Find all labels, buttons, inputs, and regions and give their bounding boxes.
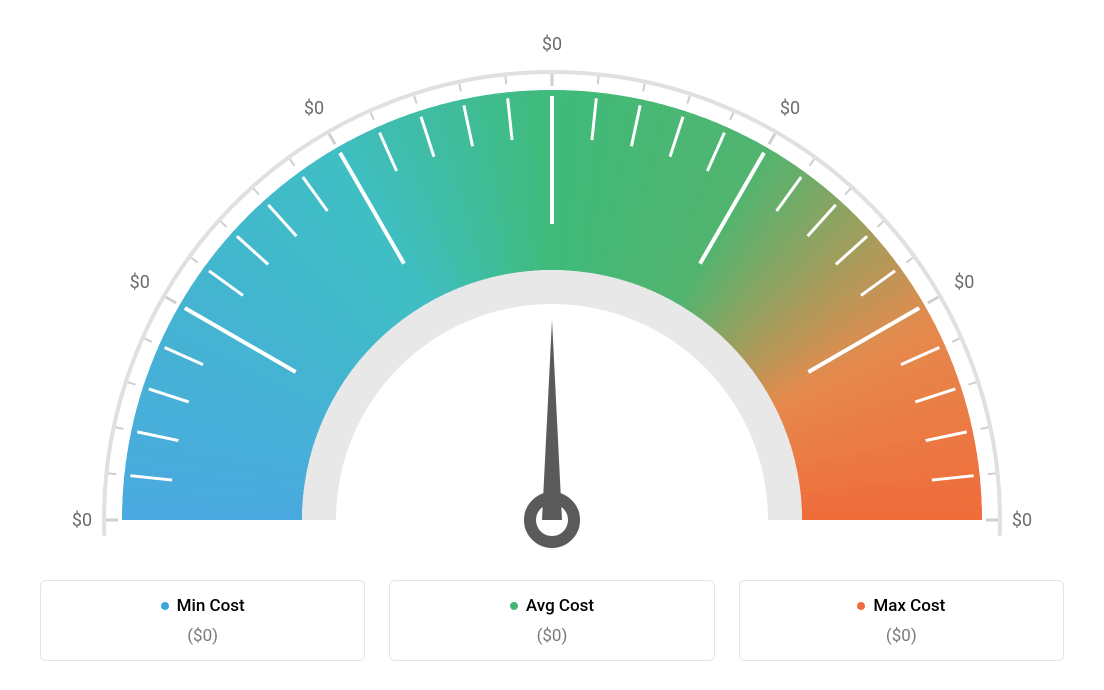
svg-text:$0: $0 [542, 34, 562, 55]
legend-card-max: Max Cost ($0) [739, 580, 1064, 661]
legend-label-avg: Avg Cost [526, 596, 594, 616]
legend-dot-avg [510, 602, 518, 610]
legend-label-min: Min Cost [177, 596, 245, 616]
legend-dot-max [857, 602, 865, 610]
legend-label-max: Max Cost [873, 596, 945, 616]
gauge-chart-container: $0 $0 $0 $0 $0 $0 $0 Min Cost ($0) Avg Cost ($… [0, 0, 1104, 690]
legend-title-max: Max Cost [857, 596, 945, 616]
gauge-wrap: $0 $0 $0 $0 $0 $0 $0 [40, 20, 1064, 560]
legend-value-max: ($0) [740, 626, 1063, 646]
svg-text:$0: $0 [130, 272, 150, 293]
legend-card-min: Min Cost ($0) [40, 580, 365, 661]
legend-value-avg: ($0) [390, 626, 713, 646]
svg-text:$0: $0 [1012, 510, 1032, 531]
svg-text:$0: $0 [304, 98, 324, 119]
legend-title-min: Min Cost [161, 596, 245, 616]
legend-dot-min [161, 602, 169, 610]
legend-value-min: ($0) [41, 626, 364, 646]
svg-text:$0: $0 [780, 98, 800, 119]
legend-title-avg: Avg Cost [510, 596, 594, 616]
legend-card-avg: Avg Cost ($0) [389, 580, 714, 661]
gauge-svg: $0 $0 $0 $0 $0 $0 $0 [40, 20, 1064, 560]
svg-text:$0: $0 [72, 510, 92, 531]
legend-row: Min Cost ($0) Avg Cost ($0) Max Cost ($0… [40, 580, 1064, 661]
gauge-needle [530, 320, 574, 542]
svg-text:$0: $0 [954, 272, 974, 293]
